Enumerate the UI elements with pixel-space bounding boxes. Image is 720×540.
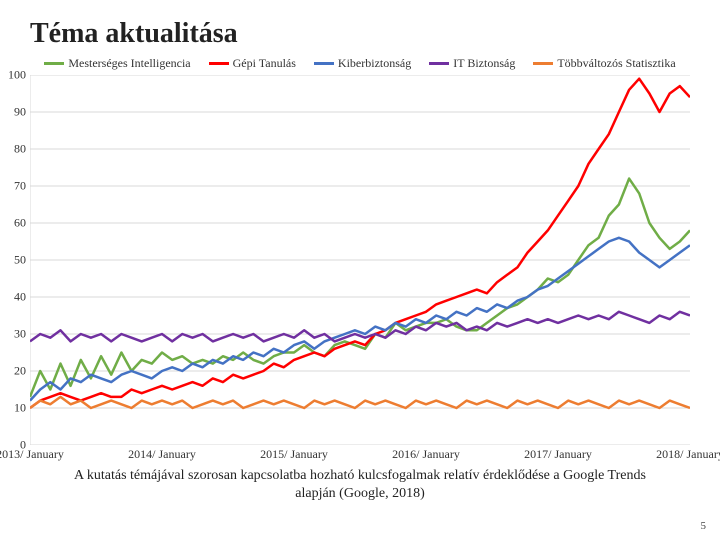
legend-label: Mesterséges Intelligencia xyxy=(68,56,190,71)
legend-label: Gépi Tanulás xyxy=(233,56,296,71)
legend-swatch xyxy=(44,62,64,65)
x-tick-label: 2017/ January xyxy=(524,445,592,462)
y-tick-label: 60 xyxy=(14,216,30,231)
x-tick-label: 2018/ January xyxy=(656,445,720,462)
chart-plot-area xyxy=(30,75,690,445)
legend-label: IT Biztonság xyxy=(453,56,515,71)
y-tick-label: 80 xyxy=(14,142,30,157)
legend-label: Kiberbiztonság xyxy=(338,56,411,71)
line-chart: 0102030405060708090100 2013/ January2014… xyxy=(30,75,690,445)
page-title: Téma aktualitása xyxy=(30,18,690,50)
y-tick-label: 50 xyxy=(14,253,30,268)
legend-item: Gépi Tanulás xyxy=(209,56,296,71)
x-tick-label: 2015/ January xyxy=(260,445,328,462)
series-line xyxy=(30,312,690,342)
x-tick-label: 2016/ January xyxy=(392,445,460,462)
page-number: 5 xyxy=(701,520,707,532)
series-line xyxy=(30,179,690,397)
y-tick-label: 40 xyxy=(14,290,30,305)
series-line xyxy=(30,397,690,408)
y-tick-label: 70 xyxy=(14,179,30,194)
legend-swatch xyxy=(314,62,334,65)
chart-legend: Mesterséges Intelligencia Gépi Tanulás Kib… xyxy=(30,56,690,71)
legend-swatch xyxy=(209,62,229,65)
y-tick-label: 30 xyxy=(14,327,30,342)
x-tick-label: 2013/ January xyxy=(0,445,64,462)
legend-item: IT Biztonság xyxy=(429,56,515,71)
y-tick-label: 20 xyxy=(14,364,30,379)
legend-item: Többváltozós Statisztika xyxy=(533,56,675,71)
y-tick-label: 10 xyxy=(14,401,30,416)
legend-swatch xyxy=(429,62,449,65)
legend-item: Mesterséges Intelligencia xyxy=(44,56,190,71)
legend-label: Többváltozós Statisztika xyxy=(557,56,675,71)
x-tick-label: 2014/ January xyxy=(128,445,196,462)
y-tick-label: 100 xyxy=(8,68,30,83)
chart-caption: A kutatás témájával szorosan kapcsolatba… xyxy=(70,467,650,502)
legend-item: Kiberbiztonság xyxy=(314,56,411,71)
legend-swatch xyxy=(533,62,553,65)
y-tick-label: 90 xyxy=(14,105,30,120)
